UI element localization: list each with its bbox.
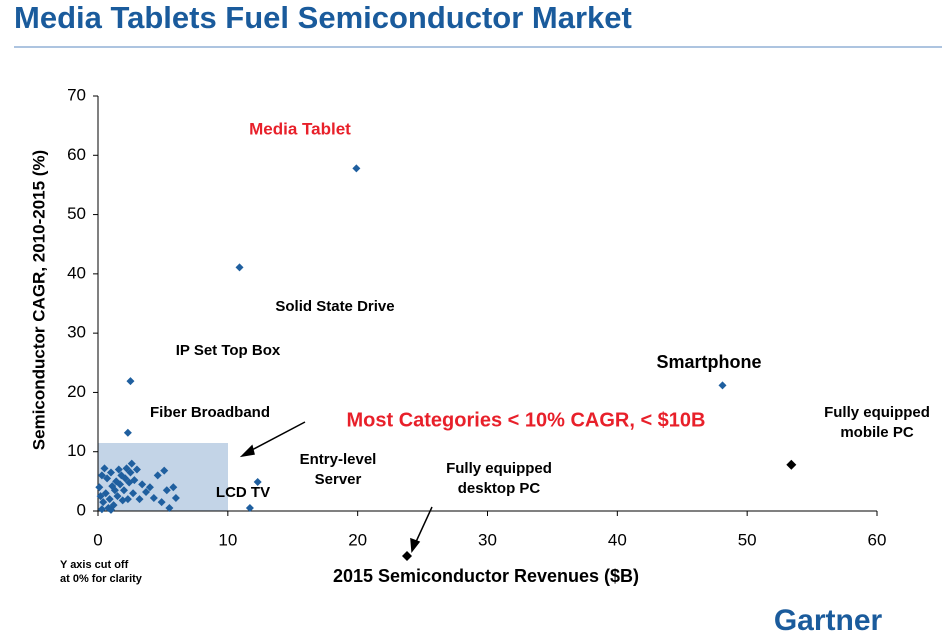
point — [245, 504, 254, 513]
annotation: Smartphone — [656, 352, 761, 372]
point — [123, 428, 132, 437]
arrow — [247, 421, 306, 453]
point — [135, 495, 144, 504]
point — [130, 476, 139, 485]
y-axis-title: Semiconductor CAGR, 2010-2015 (%) — [29, 150, 48, 450]
point — [118, 496, 127, 505]
point — [123, 495, 132, 504]
annotation: desktop PC — [458, 480, 541, 497]
point — [126, 468, 135, 477]
x-tick-label: 50 — [738, 530, 757, 549]
point — [786, 459, 797, 470]
point — [129, 489, 138, 498]
point — [101, 489, 110, 498]
y-tick-label: 50 — [67, 204, 86, 223]
y-tick-label: 60 — [67, 145, 86, 164]
annotation: Fully equipped — [824, 404, 930, 421]
point — [97, 505, 106, 514]
x-tick-label: 10 — [218, 530, 237, 549]
annotation: mobile PC — [840, 424, 914, 441]
point — [106, 468, 115, 477]
y-tick-label: 10 — [67, 441, 86, 460]
point — [116, 480, 125, 489]
annotation: LCD TV — [216, 484, 270, 501]
arrow-head — [239, 444, 255, 458]
point — [132, 465, 141, 474]
arrow — [414, 506, 433, 545]
point — [352, 164, 361, 173]
annotation: Fully equipped — [446, 460, 552, 477]
logo: Gartner — [774, 604, 883, 637]
y-tick-label: 40 — [67, 263, 86, 282]
point — [119, 486, 128, 495]
point — [162, 486, 171, 495]
annotation: Solid State Drive — [275, 298, 394, 315]
point — [153, 471, 162, 480]
point — [138, 480, 147, 489]
point — [95, 483, 104, 492]
point — [100, 464, 109, 473]
point — [127, 459, 136, 468]
point — [157, 498, 166, 507]
annotation: Fiber Broadband — [150, 404, 270, 421]
x-tick-label: 30 — [478, 530, 497, 549]
y-tick-label: 30 — [67, 323, 86, 342]
x-tick-label: 40 — [608, 530, 627, 549]
point — [402, 551, 413, 562]
x-tick-label: 0 — [93, 530, 102, 549]
point — [126, 377, 135, 386]
note: at 0% for clarity — [60, 573, 143, 585]
point — [165, 504, 174, 513]
point — [171, 493, 180, 502]
point — [145, 483, 154, 492]
x-axis-title: 2015 Semiconductor Revenues ($B) — [333, 566, 639, 586]
point — [149, 493, 158, 502]
annotation: Media Tablet — [249, 119, 351, 138]
note: Y axis cut off — [60, 559, 129, 571]
annotation: IP Set Top Box — [176, 342, 281, 359]
annotation: Entry-level — [300, 451, 377, 468]
point — [142, 488, 151, 497]
point — [160, 466, 169, 475]
point — [110, 486, 119, 495]
y-tick-label: 0 — [77, 500, 86, 519]
point — [103, 474, 112, 483]
point — [105, 495, 114, 504]
arrows — [239, 421, 433, 553]
arrow-head — [410, 537, 421, 553]
point — [718, 381, 727, 390]
point — [121, 474, 130, 483]
y-tick-label: 70 — [67, 85, 86, 104]
point — [122, 464, 131, 473]
chart-title: Media Tablets Fuel Semiconductor Market — [14, 0, 632, 35]
x-tick-label: 20 — [348, 530, 367, 549]
point — [113, 492, 122, 501]
point — [97, 471, 106, 480]
point — [235, 263, 244, 272]
point — [114, 465, 123, 474]
point — [169, 483, 178, 492]
point — [99, 498, 108, 507]
annotation: Most Categories < 10% CAGR, < $10B — [346, 409, 705, 431]
point — [106, 505, 115, 514]
point — [96, 492, 105, 501]
y-tick-label: 20 — [67, 382, 86, 401]
point — [253, 477, 262, 486]
annotation: Server — [315, 471, 362, 488]
x-tick-label: 60 — [868, 530, 887, 549]
